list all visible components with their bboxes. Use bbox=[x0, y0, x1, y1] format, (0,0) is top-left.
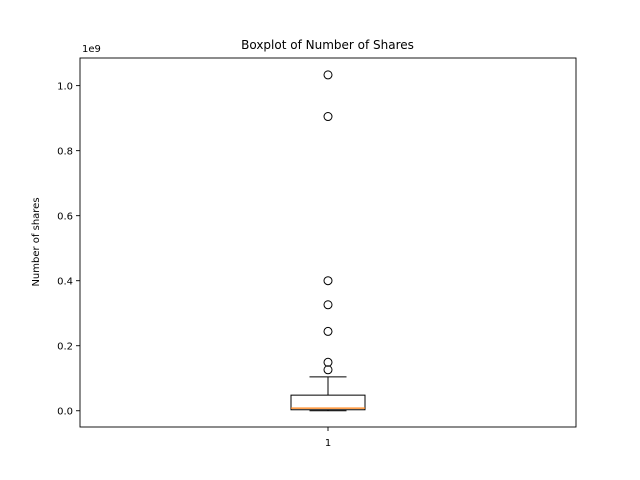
y-axis-label: Number of shares bbox=[31, 197, 42, 286]
outlier-point bbox=[323, 326, 333, 336]
y-tick-label: 0.2 bbox=[57, 342, 73, 353]
outlier-point bbox=[323, 276, 333, 286]
y-tick-label: 1.0 bbox=[57, 82, 73, 93]
outlier-point bbox=[323, 70, 333, 80]
outlier-point bbox=[323, 365, 333, 375]
y-offset-label: 1e9 bbox=[82, 44, 101, 55]
chart-title: Boxplot of Number of Shares bbox=[241, 38, 414, 52]
y-tick-label: 0.4 bbox=[57, 277, 73, 288]
y-tick-label: 0.0 bbox=[57, 407, 73, 418]
x-tick-label: 1 bbox=[325, 438, 331, 449]
outlier-point bbox=[323, 112, 333, 122]
plot-area: 0.0 0.2 0.4 0.6 0.8 1.0 1 bbox=[57, 57, 577, 449]
outlier-point bbox=[323, 300, 333, 310]
plot-frame bbox=[79, 57, 577, 428]
box-iqr bbox=[290, 394, 366, 411]
outlier-point bbox=[323, 357, 333, 367]
y-tick-label: 0.6 bbox=[57, 212, 73, 223]
y-tick-label: 0.8 bbox=[57, 147, 73, 158]
